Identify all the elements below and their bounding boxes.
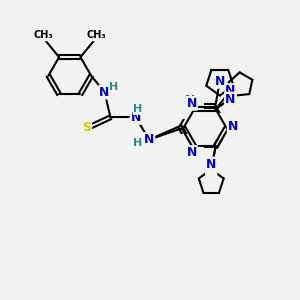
Text: N: N [215, 75, 225, 88]
Text: N: N [229, 120, 239, 133]
Text: N: N [185, 146, 195, 159]
Text: N: N [99, 85, 110, 98]
Text: N: N [225, 93, 236, 106]
Text: S: S [82, 121, 91, 134]
Text: N: N [206, 161, 216, 174]
Text: N: N [187, 97, 197, 110]
Text: N: N [144, 133, 154, 146]
Text: CH₃: CH₃ [86, 31, 106, 40]
Text: H: H [134, 104, 143, 114]
Text: H: H [133, 138, 142, 148]
Text: N: N [185, 94, 195, 107]
Text: N: N [206, 158, 216, 171]
Text: N: N [225, 84, 236, 97]
Text: N: N [130, 111, 141, 124]
Text: H: H [110, 82, 119, 92]
Text: N: N [228, 120, 238, 133]
Text: CH₃: CH₃ [34, 31, 53, 40]
Text: N: N [187, 146, 197, 159]
